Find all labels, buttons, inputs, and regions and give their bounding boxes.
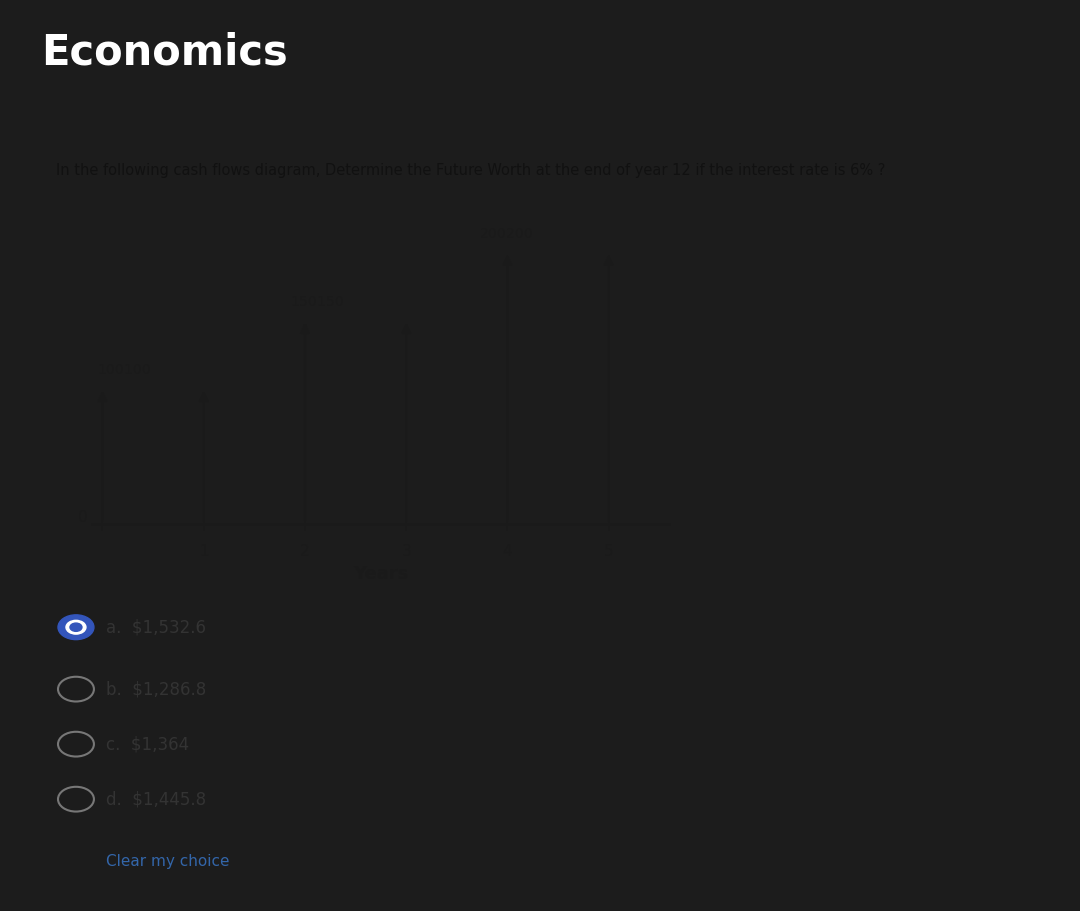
- Text: 5: 5: [604, 544, 613, 558]
- Text: 2: 2: [300, 544, 310, 558]
- Text: c.  $1,364: c. $1,364: [106, 735, 189, 753]
- Text: 3: 3: [402, 544, 411, 558]
- Text: $150  $150: $150 $150: [289, 295, 343, 309]
- Text: 4: 4: [502, 544, 512, 558]
- Text: Years: Years: [353, 566, 408, 583]
- Text: d.  $1,445.8: d. $1,445.8: [106, 790, 206, 808]
- Text: a.  $1,532.6: a. $1,532.6: [106, 619, 206, 636]
- Text: Economics: Economics: [41, 32, 287, 74]
- Text: $200  $200: $200 $200: [480, 227, 534, 241]
- Text: In the following cash flows diagram, Determine the Future Worth at the end of ye: In the following cash flows diagram, Det…: [56, 163, 886, 178]
- Circle shape: [70, 623, 82, 631]
- Text: $100  $100: $100 $100: [97, 363, 151, 377]
- Text: b.  $1,286.8: b. $1,286.8: [106, 681, 206, 698]
- Text: 1: 1: [199, 544, 208, 558]
- Circle shape: [66, 620, 86, 634]
- Text: Clear my choice: Clear my choice: [106, 855, 229, 869]
- Circle shape: [58, 615, 94, 640]
- Text: 0: 0: [78, 510, 87, 525]
